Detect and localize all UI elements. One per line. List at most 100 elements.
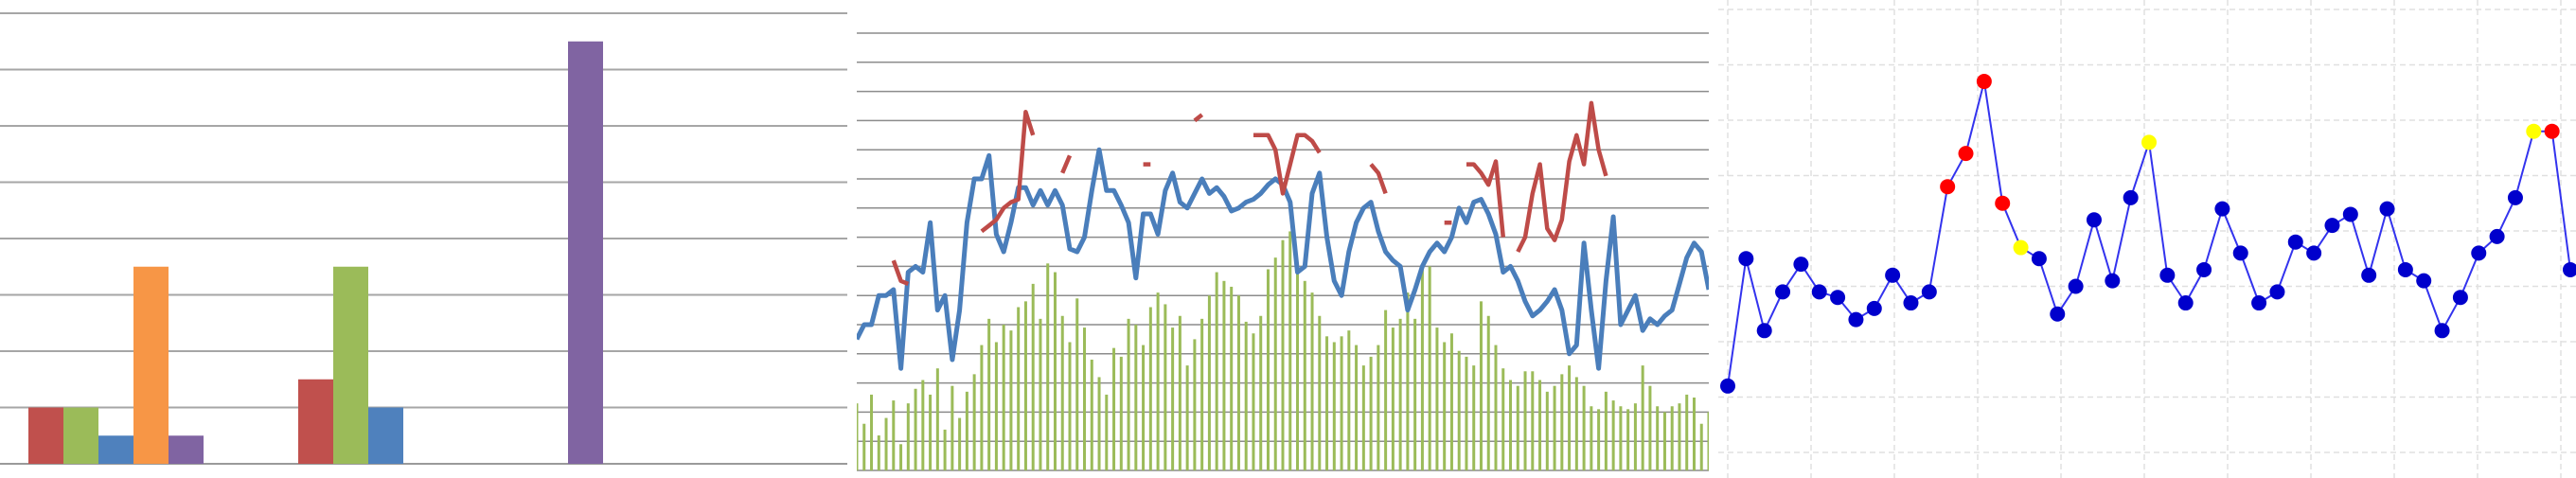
volume-bar [1398,318,1402,470]
bar [568,41,603,464]
volume-bar [1678,403,1681,470]
volume-bar [1656,406,1660,470]
data-point-blue [1866,300,1882,316]
volume-bar [1112,347,1116,470]
bar-chart [0,12,847,465]
data-point-blue [1756,323,1772,339]
data-point-blue [2507,189,2523,205]
volume-bar [958,417,962,470]
bar [169,435,204,464]
volume-bar [884,417,888,470]
volume-bar [1457,350,1461,470]
data-point-blue [2361,267,2377,283]
volume-bar [1215,272,1218,470]
volume-bar [857,403,859,470]
volume-bar [1685,394,1689,470]
data-point-red [2544,123,2560,139]
data-point-blue [2031,251,2047,267]
volume-bar [1406,292,1410,470]
volume-bar [1479,301,1483,470]
volume-bar [1083,328,1087,470]
volume-bar [1355,345,1359,470]
volume-bar [1031,283,1035,470]
volume-bar [1648,385,1652,470]
data-point-blue [1848,311,1864,328]
volume-bar [972,374,976,470]
data-point-blue [2563,261,2576,277]
volume-bar [980,345,984,470]
volume-bar [1156,292,1160,470]
data-point-blue [2397,261,2413,277]
data-point-blue [2196,261,2212,277]
volume-bar [1097,377,1101,470]
volume-bar [1443,342,1447,470]
bar [28,407,63,464]
volume-bar [1230,286,1234,470]
line-chart-panel [857,0,1709,478]
data-point-red [1995,195,2011,211]
data-point-blue [2159,267,2176,283]
volume-bar [1538,380,1542,470]
data-point-blue [2068,278,2084,294]
volume-bar [1692,398,1696,470]
volume-bar [1472,365,1476,470]
volume-bar [1046,263,1050,470]
volume-bar [1185,365,1189,470]
data-point-blue [2232,245,2248,261]
volume-bar [1023,301,1027,470]
volume-bar [1670,406,1674,470]
data-point-blue [2452,290,2468,306]
volume-bar [1244,321,1248,470]
volume-bar [1699,423,1703,470]
volume-bar [1465,356,1468,470]
volume-bar [1164,304,1167,470]
volume-bar [1662,412,1666,470]
data-point-blue [2434,323,2450,339]
data-point-blue [2269,284,2285,300]
volume-bar [1318,315,1322,470]
volume-bar [1449,333,1453,470]
data-point-red [1958,146,1974,162]
bar [98,435,133,464]
data-point-red [1976,74,1992,90]
volume-bar [906,403,910,470]
bar [63,407,98,464]
volume-bar [1428,266,1431,470]
volume-bar [1017,307,1021,470]
bar [368,407,403,464]
volume-bar [1105,394,1109,470]
volume-bar [987,318,991,470]
data-point-blue [1720,378,1735,394]
volume-bar [1236,295,1240,470]
volume-bar [943,429,947,470]
volume-bar [1134,325,1138,470]
volume-bar [1568,365,1572,470]
volume-bar [1545,391,1549,470]
data-point-blue [1885,267,1901,283]
volume-bar [1347,330,1351,470]
data-point-blue [2287,234,2303,250]
volume-bar [1002,325,1005,470]
data-point-blue [2306,245,2322,261]
volume-bar [1420,269,1424,470]
data-point-blue [2123,189,2139,205]
bar [133,266,169,464]
scatter-chart-panel [1718,0,2576,478]
volume-bar [1303,280,1306,470]
data-point-blue [2379,201,2395,217]
volume-bar [1553,385,1556,470]
volume-bar [1340,336,1343,470]
volume-bar [965,391,968,470]
data-point-blue [2177,295,2194,311]
line-chart [857,32,1709,471]
volume-bar [1259,315,1263,470]
volume-bar [1296,269,1300,470]
data-point-blue [1793,257,1809,273]
volume-bar [1413,318,1417,470]
volume-bar [877,435,880,470]
data-point-blue [2416,273,2432,289]
data-point-blue [2471,245,2487,261]
volume-bar [892,400,896,470]
volume-bar [1531,371,1535,470]
volume-bar [1288,231,1292,470]
